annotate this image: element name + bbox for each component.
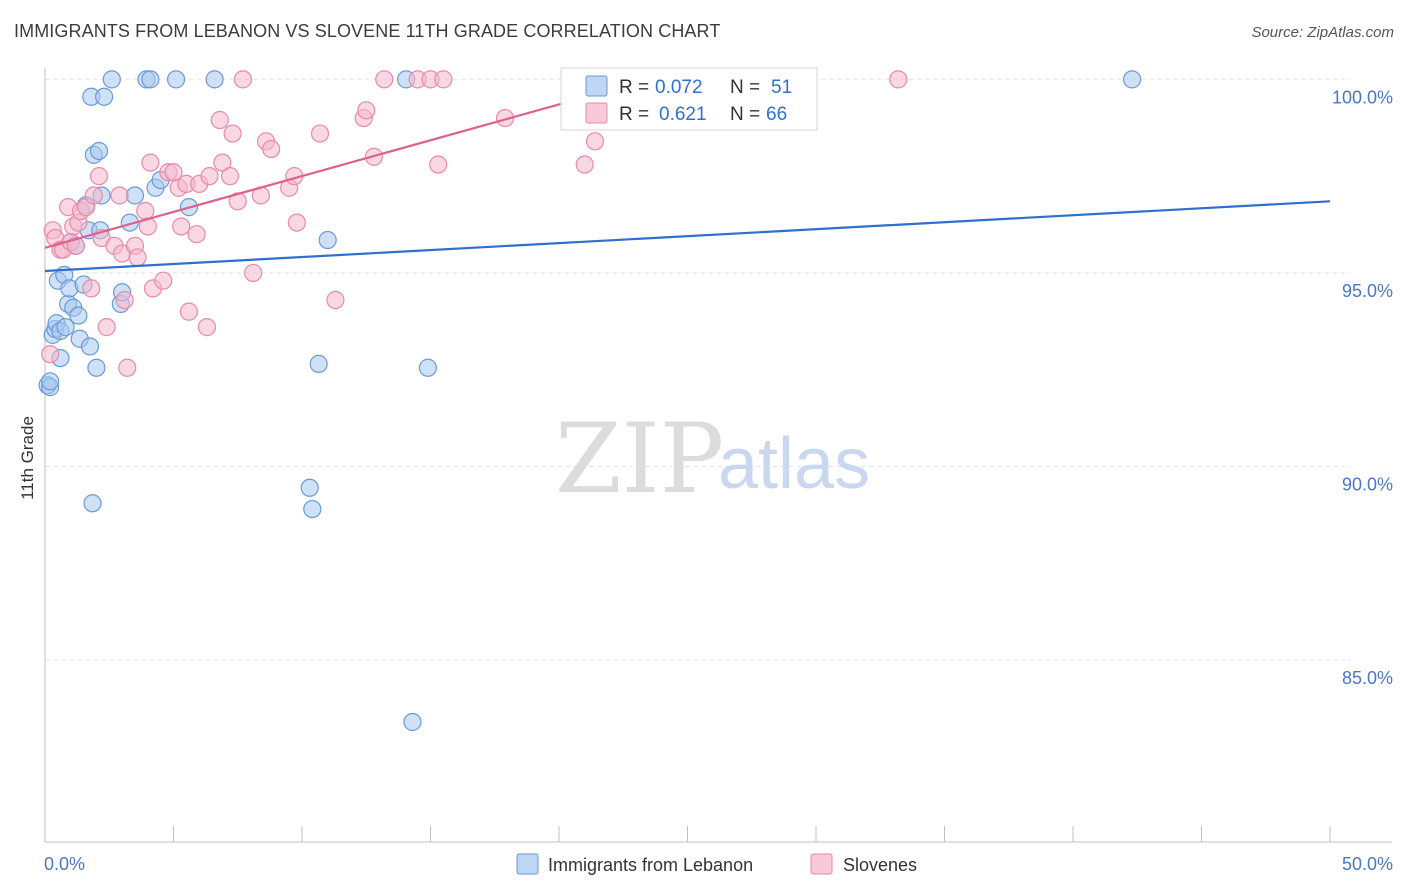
legend-n-value-lebanon: 51 [771, 77, 792, 98]
legend-r-value-lebanon: 0.072 [655, 77, 703, 98]
slovene-point-34 [179, 302, 199, 321]
lebanon-point-48 [418, 358, 438, 377]
x-tick-label-50: 50.0% [1342, 854, 1393, 874]
slovene-point-12 [82, 279, 101, 298]
lebanon-point-30 [102, 70, 121, 89]
y-axis-label: 11th Grade [18, 416, 37, 500]
x-tick-label-0: 0.0% [44, 854, 85, 874]
gridlines [45, 78, 1350, 661]
slovene-point-55 [357, 101, 376, 120]
legend-box: R = 0.072 N = 51 R = 0.621 N = 66 [560, 67, 818, 131]
lebanon-point-2 [41, 372, 60, 391]
slovene-point-28 [154, 271, 173, 290]
series-legend-swatch-lebanon[interactable] [516, 853, 539, 875]
slovene-point-48 [262, 139, 281, 159]
trend-lines [44, 78, 1331, 273]
slovene-point-8 [66, 236, 85, 255]
lebanon-point-45 [318, 230, 337, 250]
slovene-point-39 [210, 110, 229, 130]
slovene-point-45 [244, 263, 263, 283]
slovene-point-14 [89, 167, 109, 186]
slovene-point-26 [141, 153, 160, 172]
lebanon-point-44 [309, 354, 328, 373]
legend-n-label-slovene: N = [730, 104, 760, 125]
chart-source: Source: ZipAtlas.com [1251, 24, 1394, 41]
slovene-point-0 [41, 345, 60, 364]
slovene-point-41 [220, 167, 240, 186]
lebanon-point-49 [1123, 70, 1142, 89]
y-tick-label-85: 85.0% [1342, 668, 1393, 688]
slovene-point-51 [287, 213, 306, 232]
lebanon-point-41 [205, 70, 224, 89]
slovene-point-23 [128, 248, 147, 267]
lebanon-point-23 [83, 494, 102, 513]
slovene-point-44 [233, 70, 252, 89]
slovene-point-20 [115, 290, 134, 310]
chart-title: IMMIGRANTS FROM LEBANON VS SLOVENE 11TH … [14, 21, 721, 41]
slovene-point-43 [228, 192, 247, 211]
y-tick-label-90: 90.0% [1342, 474, 1393, 494]
lebanon-point-43 [303, 499, 322, 519]
slovene-point-16 [97, 318, 116, 337]
lebanon-point-47 [403, 712, 422, 732]
slovene-point-60 [429, 155, 448, 174]
legend-r-value-slovene: 0.621 [659, 104, 707, 125]
lebanon-point-36 [141, 70, 160, 89]
lebanon-point-21 [80, 337, 100, 356]
lebanon-point-34 [125, 186, 145, 205]
data-points [38, 70, 1142, 732]
watermark-atlas: atlas [718, 424, 870, 504]
slovene-point-18 [110, 186, 129, 205]
slovene-point-42 [223, 124, 242, 143]
legend-r-label-lebanon: R = [619, 77, 649, 98]
series-legend-label-lebanon[interactable]: Immigrants from Lebanon [548, 855, 753, 875]
legend-swatch-lebanon [585, 75, 608, 97]
slovene-point-53 [326, 290, 345, 310]
series-legend-label-slovene[interactable]: Slovenes [843, 855, 917, 875]
slovene-point-32 [172, 217, 191, 236]
legend-swatch-slovene [585, 102, 608, 124]
lebanon-point-16 [69, 306, 88, 325]
slovene-point-52 [310, 124, 330, 143]
legend-n-value-slovene: 66 [766, 104, 787, 125]
slovene-point-35 [187, 225, 206, 244]
lebanon-point-10 [56, 318, 75, 337]
slovene-point-57 [375, 70, 394, 89]
lebanon-point-25 [87, 358, 106, 377]
watermark-zip: ZIP [555, 403, 724, 515]
slovene-point-21 [118, 358, 137, 377]
series-legend: Immigrants from Lebanon Slovenes [516, 853, 917, 875]
lebanon-point-26 [89, 141, 109, 161]
slovene-point-40 [213, 153, 232, 172]
legend-n-label-lebanon: N = [730, 77, 760, 98]
y-tick-label-95: 95.0% [1342, 281, 1393, 301]
y-tick-label-100: 100.0% [1332, 87, 1393, 107]
slovene-point-24 [136, 201, 155, 221]
slovene-point-13 [84, 186, 103, 205]
lebanon-point-39 [166, 70, 186, 89]
lebanon-trend-line [44, 200, 1331, 273]
watermark: ZIP atlas [555, 403, 870, 515]
slovene-point-37 [197, 318, 217, 337]
slovene-point-63 [575, 155, 594, 174]
slovene-point-61 [434, 70, 453, 89]
slovene-point-66 [889, 70, 908, 89]
slovene-point-38 [200, 167, 219, 186]
lebanon-point-42 [300, 478, 319, 497]
series-legend-swatch-slovene[interactable] [810, 853, 833, 875]
slovene-trend-line [44, 78, 650, 249]
axes: 100.0% 95.0% 90.0% 85.0% 0.0% 50.0% [44, 68, 1393, 874]
slovene-point-64 [585, 132, 605, 151]
legend-r-label-slovene: R = [619, 104, 649, 125]
lebanon-point-29 [95, 87, 114, 106]
